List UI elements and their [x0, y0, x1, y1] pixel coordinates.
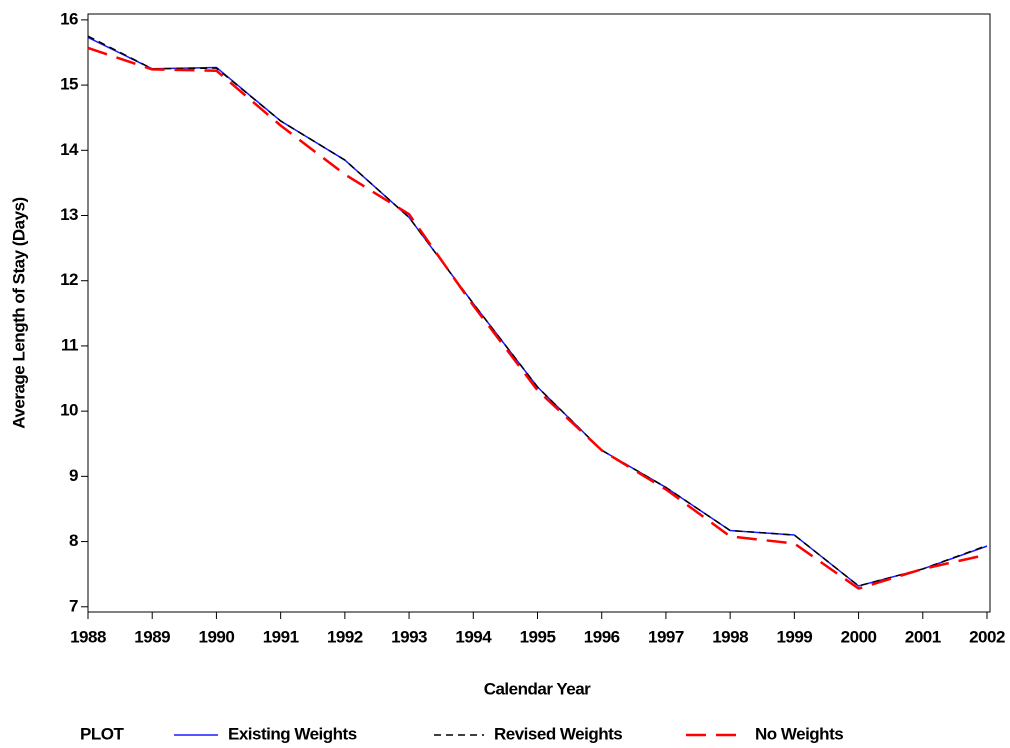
x-tick-label: 1989	[134, 627, 170, 646]
y-tick-label: 14	[60, 140, 79, 159]
x-tick-label: 1990	[199, 627, 235, 646]
x-tick-label: 1991	[263, 627, 299, 646]
x-tick-label: 1992	[327, 627, 363, 646]
y-tick-label: 7	[69, 596, 78, 615]
y-tick-label: 10	[60, 401, 78, 420]
legend-label: Revised Weights	[494, 724, 622, 743]
x-tick-label: 1994	[455, 627, 492, 646]
y-tick-label: 13	[60, 205, 78, 224]
y-tick-label: 9	[69, 466, 78, 485]
x-axis-title: Calendar Year	[484, 679, 591, 698]
x-tick-label: 1995	[520, 627, 556, 646]
x-tick-label: 2002	[969, 627, 1005, 646]
x-tick-label: 1988	[70, 627, 106, 646]
legend-label: No Weights	[755, 724, 843, 743]
x-tick-label: 1998	[712, 627, 748, 646]
series-line	[87, 36, 988, 587]
x-tick-label: 1999	[776, 627, 812, 646]
x-tick-label: 1997	[648, 627, 684, 646]
x-tick-label: 1996	[584, 627, 620, 646]
y-tick-label: 15	[60, 75, 78, 94]
series-line	[87, 35, 988, 587]
x-tick-label: 2001	[905, 627, 941, 646]
x-tick-label: 1993	[391, 627, 427, 646]
y-axis-title: Average Length of Stay (Days)	[9, 197, 28, 428]
y-tick-label: 11	[61, 335, 78, 354]
y-tick-label: 16	[60, 9, 78, 28]
plot-frame	[87, 13, 991, 613]
x-tick-label: 2000	[841, 627, 877, 646]
series-line	[87, 46, 988, 590]
legend-title: PLOT	[80, 724, 124, 743]
y-tick-label: 12	[60, 270, 78, 289]
y-tick-label: 8	[69, 531, 78, 550]
legend-label: Existing Weights	[228, 724, 357, 743]
